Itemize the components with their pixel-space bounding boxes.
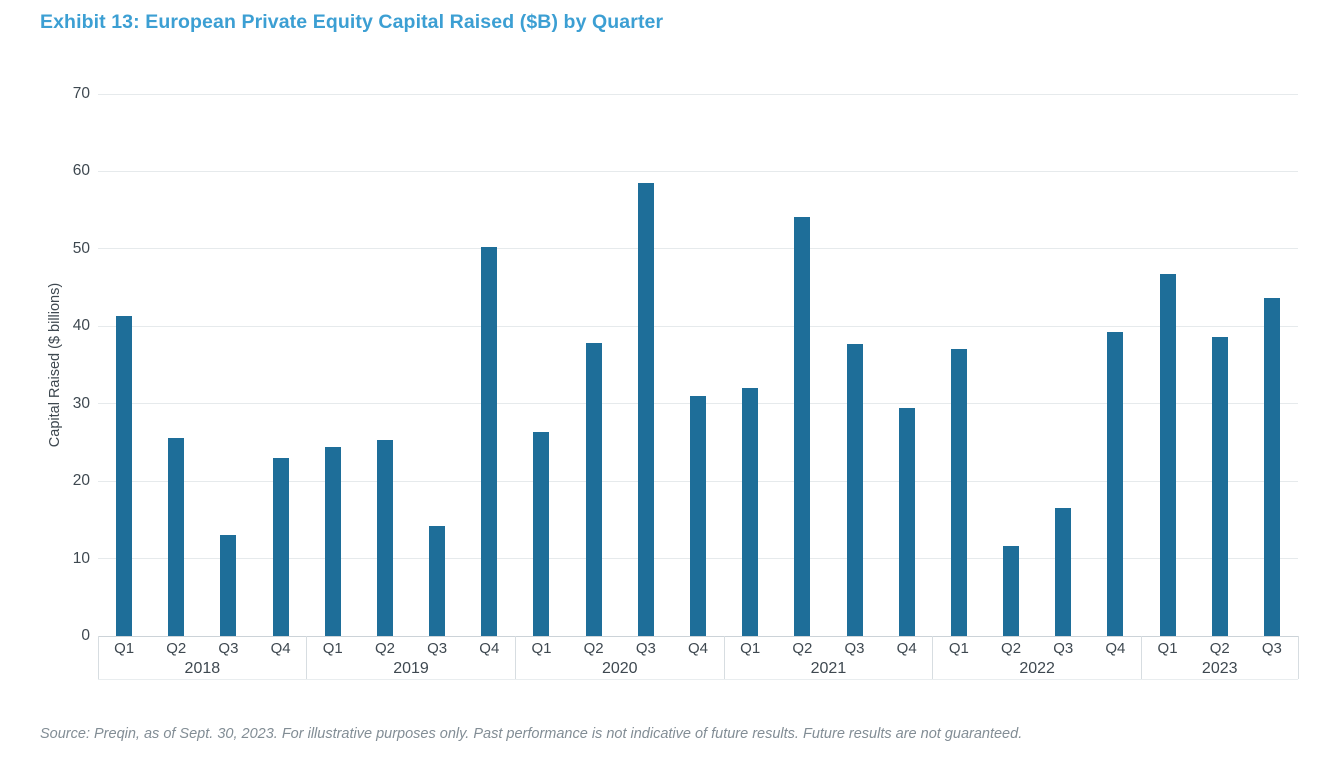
bar-2022-Q1 — [950, 348, 967, 636]
bar-2018-Q2 — [168, 437, 185, 636]
year-label-2019: 2019 — [393, 660, 429, 677]
y-tick-label-20: 20 — [72, 472, 90, 490]
x-tick-label-2019-Q2: Q2 — [374, 640, 395, 657]
x-tick-label-2020-Q4: Q4 — [687, 640, 708, 657]
year-divider — [1297, 636, 1299, 679]
year-label-2022: 2022 — [1019, 660, 1055, 677]
x-tick-label-2021-Q2: Q2 — [792, 640, 813, 657]
y-tick-label-60: 60 — [72, 162, 90, 180]
x-tick-label-2020-Q3: Q3 — [635, 640, 656, 657]
x-tick-label-2018-Q4: Q4 — [270, 640, 291, 657]
bar-2023-Q1 — [1159, 273, 1176, 636]
bar-2022-Q3 — [1055, 508, 1072, 636]
y-tick-label-70: 70 — [72, 85, 90, 102]
x-tick-label-2019-Q3: Q3 — [427, 640, 448, 657]
bar-2019-Q3 — [429, 526, 446, 636]
x-tick-label-2021-Q1: Q1 — [740, 640, 761, 657]
y-tick-label-40: 40 — [72, 317, 90, 335]
x-tick-label-2021-Q4: Q4 — [896, 640, 917, 657]
x-tick-label-2023-Q1: Q1 — [1157, 640, 1178, 657]
x-tick-label-2018-Q3: Q3 — [218, 640, 239, 657]
year-divider — [932, 636, 934, 679]
bar-2019-Q1 — [324, 447, 341, 636]
bar-2019-Q4 — [481, 247, 498, 636]
year-label-2023: 2023 — [1201, 660, 1238, 677]
x-tick-label-2018-Q1: Q1 — [114, 640, 135, 657]
x-tick-label-2022-Q2: Q2 — [1001, 640, 1022, 657]
x-tick-label-2020-Q1: Q1 — [531, 640, 552, 657]
x-tick-label-2018-Q2: Q2 — [166, 640, 187, 657]
x-tick-label-2023-Q3: Q3 — [1261, 640, 1282, 657]
bar-2021-Q3 — [846, 344, 863, 636]
y-tick-label-50: 50 — [72, 239, 90, 257]
year-divider — [97, 636, 99, 679]
x-tick-label-2022-Q3: Q3 — [1053, 640, 1074, 657]
bar-2021-Q1 — [742, 388, 759, 636]
bar-2020-Q2 — [585, 343, 602, 636]
x-axis-line — [98, 635, 1298, 637]
year-label-2021: 2021 — [810, 660, 847, 677]
chart-title: Exhibit 13: European Private Equity Capi… — [40, 11, 664, 33]
year-label-2018: 2018 — [184, 660, 221, 677]
x-tick-label-2019-Q4: Q4 — [479, 640, 500, 657]
y-tick-label-30: 30 — [72, 394, 90, 412]
gridline-70 — [98, 93, 1298, 95]
axis-bottom-line — [98, 679, 1298, 680]
source-note: Source: Preqin, as of Sept. 30, 2023. Fo… — [40, 726, 1023, 742]
bar-2020-Q3 — [637, 183, 654, 636]
year-divider — [723, 636, 725, 679]
year-divider — [1140, 636, 1142, 679]
y-tick-label-0: 0 — [81, 627, 90, 644]
year-label-2020: 2020 — [601, 660, 638, 677]
bar-2019-Q2 — [376, 440, 393, 636]
bar-2023-Q3 — [1263, 298, 1280, 636]
year-divider — [306, 636, 308, 679]
gridline-50 — [98, 248, 1298, 250]
x-tick-label-2020-Q2: Q2 — [583, 640, 604, 657]
bar-2021-Q2 — [794, 217, 811, 636]
x-tick-label-2019-Q1: Q1 — [322, 640, 343, 657]
gridline-60 — [98, 170, 1298, 172]
bar-2022-Q2 — [1003, 546, 1020, 636]
x-tick-label-2021-Q3: Q3 — [844, 640, 865, 657]
bar-2021-Q4 — [898, 407, 915, 636]
bar-2020-Q4 — [690, 395, 706, 636]
x-tick-label-2022-Q1: Q1 — [948, 640, 969, 657]
bar-2023-Q2 — [1211, 337, 1228, 636]
y-tick-label-10: 10 — [72, 549, 90, 567]
bar-2018-Q4 — [272, 457, 289, 636]
bar-2018-Q1 — [116, 316, 133, 636]
bar-2020-Q1 — [533, 432, 550, 636]
year-divider — [514, 636, 516, 679]
x-tick-label-2022-Q4: Q4 — [1105, 640, 1126, 657]
gridline-40 — [98, 325, 1298, 327]
bar-2022-Q4 — [1107, 332, 1124, 636]
y-axis-title: Capital Raised ($ billions) — [47, 282, 63, 448]
bar-2018-Q3 — [220, 535, 237, 636]
x-tick-label-2023-Q2: Q2 — [1209, 640, 1230, 657]
